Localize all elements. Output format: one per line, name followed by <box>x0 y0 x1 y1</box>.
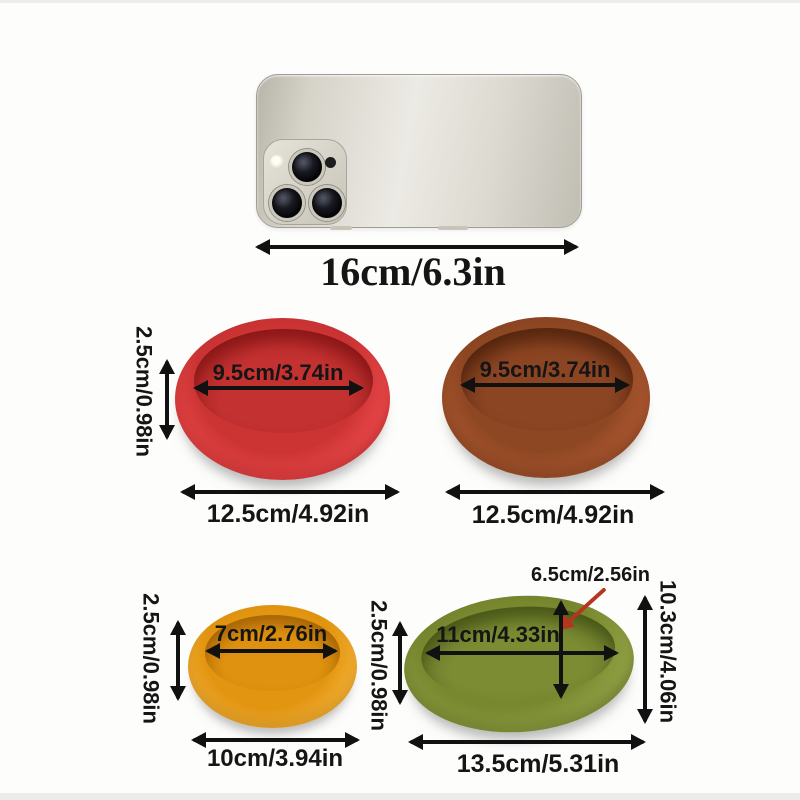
green-depth-label: 6.5cm/2.56in <box>531 564 650 586</box>
green-outer-label: 13.5cm/5.31in <box>456 750 620 778</box>
phone-image <box>256 74 582 228</box>
green-inner-label: 11cm/4.33in <box>436 622 560 647</box>
green-total-height-label: 10.3cm/4.06in <box>655 579 681 724</box>
green-outer-arrow <box>408 734 646 750</box>
phone-side-button <box>438 226 468 230</box>
camera-lens <box>269 185 305 221</box>
flash-icon <box>270 155 284 169</box>
tray-brown-dish <box>460 328 634 432</box>
green-inner-arrow <box>425 645 619 661</box>
brown-outer-label: 12.5cm/4.92in <box>471 501 635 529</box>
tray-brown <box>442 317 650 478</box>
red-inner-arrow <box>193 380 364 396</box>
yellow-inner-label: 7cm/2.76in <box>214 621 328 646</box>
red-outer-label: 12.5cm/4.92in <box>206 500 370 528</box>
lidar-dot <box>325 157 336 168</box>
yellow-inner-arrow <box>205 643 338 659</box>
camera-lens <box>309 185 345 221</box>
green-total-height-arrow <box>637 595 653 724</box>
yellow-outer-label: 10cm/3.94in <box>206 745 344 772</box>
top-edge-strip <box>0 0 800 3</box>
tray-red-dish <box>194 329 373 433</box>
yellow-height-label: 2.5cm/0.98in <box>138 593 164 724</box>
red-height-arrow <box>159 359 175 440</box>
bottom-edge-strip <box>0 793 800 800</box>
yellow-outer-arrow <box>191 732 360 748</box>
tray-green <box>399 588 639 740</box>
brown-inner-arrow <box>460 377 630 393</box>
phone-width-arrow <box>255 239 579 255</box>
green-height-arrow <box>392 621 408 705</box>
green-height-label: 2.5cm/0.98in <box>366 600 392 731</box>
brown-inner-label: 9.5cm/3.74in <box>479 357 611 382</box>
red-outer-arrow <box>180 484 400 500</box>
tray-red <box>175 318 390 480</box>
phone-side-button <box>330 226 352 230</box>
red-inner-label: 9.5cm/3.74in <box>212 360 344 385</box>
green-cross-vertical-arrow <box>553 600 569 699</box>
camera-module <box>263 139 347 225</box>
red-height-label: 2.5cm/0.98in <box>131 326 157 457</box>
yellow-height-arrow <box>170 620 186 701</box>
camera-lens <box>289 149 325 185</box>
phone-width-label: 16cm/6.3in <box>320 249 506 294</box>
brown-outer-arrow <box>445 484 665 500</box>
